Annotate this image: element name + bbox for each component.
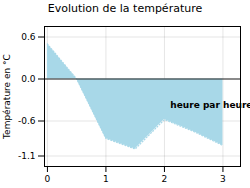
svg-text:Température en °C: Température en °C [2, 54, 12, 140]
svg-text:0: 0 [45, 174, 51, 184]
svg-text:-0.6: -0.6 [18, 116, 36, 126]
svg-text:3: 3 [220, 174, 226, 184]
svg-text:0.6: 0.6 [21, 32, 36, 42]
svg-text:1: 1 [103, 174, 109, 184]
html-text:Evolution de la température: Evolution de la température [47, 2, 203, 15]
svg-text:0.0: 0.0 [21, 74, 36, 84]
svg-text:2: 2 [162, 174, 168, 184]
svg-text:heure par heure: heure par heure [170, 100, 250, 110]
svg-text:-1.1: -1.1 [18, 151, 36, 161]
